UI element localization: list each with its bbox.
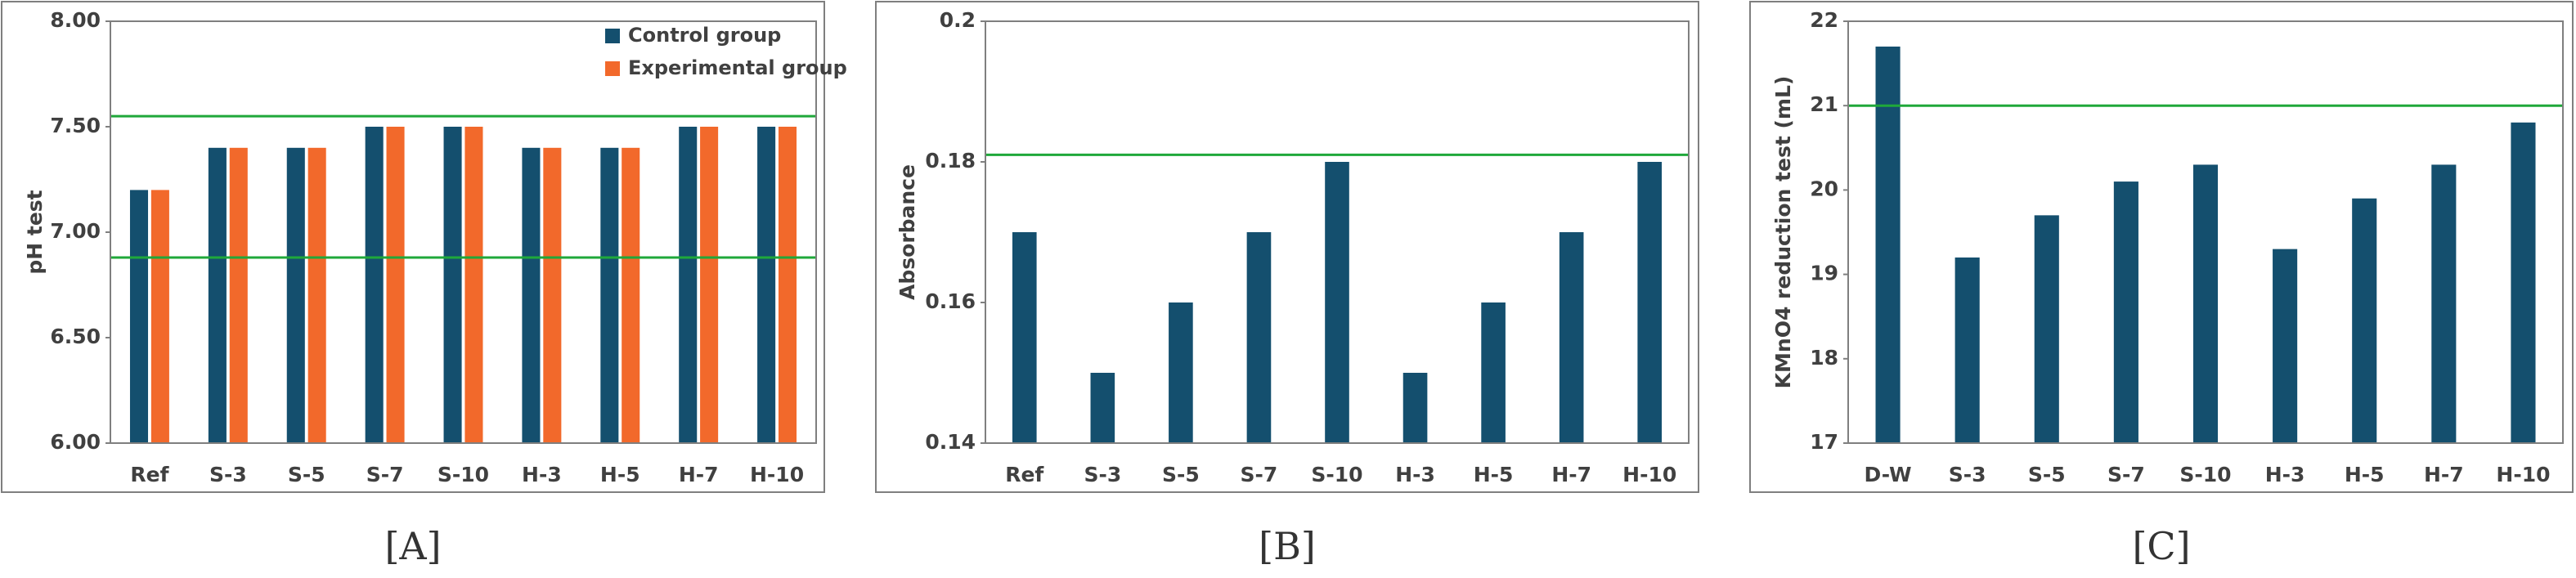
bar	[1246, 232, 1272, 443]
bar	[1481, 302, 1506, 443]
bar	[622, 147, 640, 444]
plot-frame	[985, 20, 1690, 444]
panel-border	[1, 1, 825, 493]
bar	[679, 127, 698, 443]
bar	[307, 147, 326, 444]
legend-label: Control group	[628, 24, 781, 47]
bar	[2113, 181, 2138, 443]
x-tick-label: H-10	[2496, 463, 2550, 486]
x-tick-label: H-10	[1622, 463, 1676, 486]
x-tick-label: H-7	[679, 463, 719, 486]
panel-caption: [A]	[384, 524, 441, 568]
bar	[1012, 232, 1037, 443]
x-tick-label: S-7	[2107, 463, 2145, 486]
bar	[1875, 46, 1901, 444]
y-tick-label: 6.50	[50, 325, 101, 348]
x-tick-label: H-5	[2345, 463, 2385, 486]
legend-swatch	[605, 61, 620, 76]
bar	[1325, 162, 1349, 443]
x-tick-label: S-3	[1084, 463, 1121, 486]
bar	[2511, 122, 2536, 443]
y-tick-label: 7.50	[50, 114, 101, 137]
bar	[129, 190, 149, 443]
bar	[543, 147, 562, 444]
bar	[1402, 373, 1428, 443]
plot-frame	[110, 20, 817, 444]
bar	[1090, 373, 1115, 443]
bar	[464, 127, 483, 443]
y-tick-label: 0.16	[925, 289, 976, 313]
y-tick-label: 8.00	[50, 8, 101, 32]
bar	[757, 127, 776, 443]
y-tick-label: 22	[1810, 8, 1838, 32]
legend-label: Experimental group	[628, 56, 847, 79]
y-axis-label: KMnO4 reduction test (mL)	[1771, 76, 1795, 389]
y-axis-label: pH test	[23, 190, 47, 274]
bar	[443, 127, 462, 443]
x-tick-label: H-10	[750, 463, 804, 486]
bar	[286, 147, 305, 444]
y-tick-label: 17	[1810, 430, 1838, 454]
x-tick-label: H-3	[2265, 463, 2305, 486]
bar	[1954, 257, 1980, 443]
panel-caption: [B]	[1259, 524, 1316, 568]
x-tick-label: H-7	[1551, 463, 1591, 486]
x-tick-label: H-5	[1474, 463, 1514, 486]
x-tick-label: H-3	[1395, 463, 1435, 486]
x-tick-label: S-7	[1241, 463, 1278, 486]
bar	[208, 147, 227, 444]
panel-border	[1749, 1, 2574, 493]
x-tick-label: S-3	[209, 463, 247, 486]
plot-frame	[1847, 20, 2564, 444]
y-tick-label: 6.00	[50, 430, 101, 454]
bar	[150, 190, 169, 443]
panel-caption: [C]	[2132, 524, 2190, 568]
bar	[522, 147, 541, 444]
legend-swatch	[605, 29, 620, 43]
x-tick-label: S-10	[438, 463, 489, 486]
y-tick-label: 20	[1810, 177, 1838, 200]
x-tick-label: H-7	[2424, 463, 2464, 486]
x-tick-label: S-5	[1162, 463, 1200, 486]
x-tick-label: S-7	[366, 463, 404, 486]
bar	[1169, 302, 1193, 443]
bar	[2352, 198, 2377, 443]
y-axis-label: Absorbance	[895, 164, 919, 300]
bar	[600, 147, 619, 444]
x-tick-label: Ref	[1005, 463, 1044, 486]
bar	[1637, 162, 1663, 443]
y-tick-label: 21	[1810, 92, 1838, 116]
x-tick-label: Ref	[130, 463, 169, 486]
y-tick-label: 0.2	[940, 8, 976, 32]
x-tick-label: S-10	[2179, 463, 2231, 486]
bar	[386, 127, 405, 443]
bar	[2192, 164, 2219, 443]
bar	[778, 127, 797, 443]
bar	[2034, 215, 2059, 443]
bar	[365, 127, 384, 443]
bar	[2431, 164, 2457, 443]
y-tick-label: 0.14	[925, 430, 976, 454]
y-tick-label: 18	[1810, 346, 1838, 370]
x-tick-label: H-5	[600, 463, 640, 486]
y-tick-label: 7.00	[50, 219, 101, 243]
x-tick-label: H-3	[522, 463, 562, 486]
bar	[1559, 232, 1584, 443]
x-tick-label: S-10	[1311, 463, 1362, 486]
x-tick-label: S-5	[288, 463, 325, 486]
bar	[700, 127, 719, 443]
panel-border	[875, 1, 1699, 493]
x-tick-label: D-W	[1865, 463, 1912, 486]
y-tick-label: 0.18	[925, 149, 976, 173]
y-tick-label: 19	[1810, 262, 1838, 285]
bar	[2273, 249, 2298, 443]
x-tick-label: S-5	[2028, 463, 2066, 486]
x-tick-label: S-3	[1949, 463, 1986, 486]
bar	[229, 147, 248, 444]
